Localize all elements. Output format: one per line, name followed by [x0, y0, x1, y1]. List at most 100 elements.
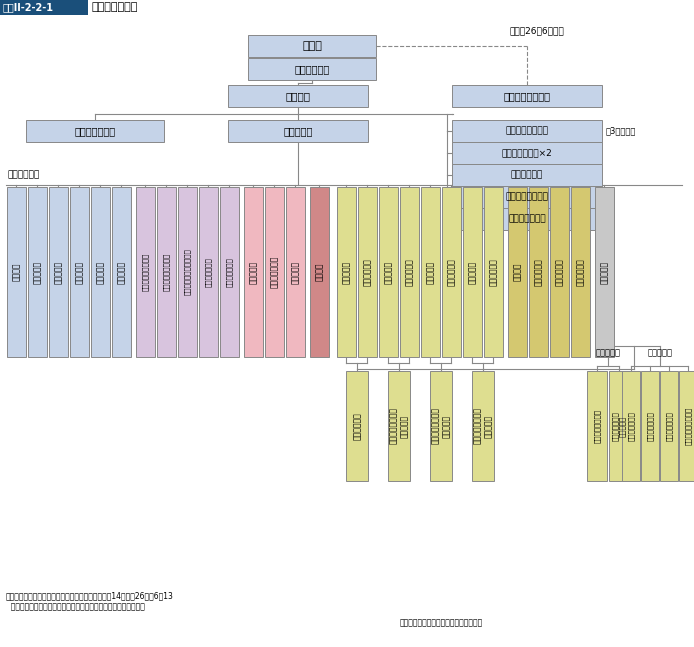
Text: 自衛隊地方協力本部: 自衛隊地方協力本部	[685, 407, 692, 445]
Bar	[442, 187, 461, 357]
Bar	[661, 371, 679, 481]
Text: 海上幕僚副長: 海上幕僚副長	[447, 258, 456, 286]
Bar	[421, 187, 440, 357]
Text: 人事教育局: 人事教育局	[75, 261, 84, 283]
Text: 図表II-2-2-1: 図表II-2-2-1	[3, 3, 54, 12]
Text: 防衛大学校: 防衛大学校	[249, 261, 258, 283]
Text: 内閣総理大臣: 内閣総理大臣	[294, 64, 330, 74]
Text: 防衛大臣政策参与: 防衛大臣政策参与	[505, 127, 548, 135]
Text: 自衛隊中央病院: 自衛隊中央病院	[648, 411, 654, 441]
Bar	[472, 371, 494, 481]
Text: 防衛大臣補佐官: 防衛大臣補佐官	[74, 126, 116, 136]
Text: 防衛会議: 防衛会議	[315, 263, 324, 281]
Bar	[623, 371, 641, 481]
Text: 防衛省の組織図: 防衛省の組織図	[92, 3, 138, 12]
Bar	[220, 187, 239, 357]
Text: 大臣官房: 大臣官房	[12, 263, 21, 281]
Bar	[337, 187, 356, 357]
Bar	[248, 58, 376, 80]
Text: 海上自衛隊の部隊
および機関: 海上自衛隊の部隊 および機関	[431, 408, 450, 444]
Text: 自衛隊情報保全隊: 自衛隊情報保全隊	[593, 409, 600, 443]
Text: 防衛医科大学校: 防衛医科大学校	[270, 256, 279, 288]
Text: 航空幕僚副長: 航空幕僚副長	[489, 258, 498, 286]
Text: （3人以内）: （3人以内）	[606, 127, 636, 135]
Text: 陸上幕僚副長: 陸上幕僚副長	[405, 258, 414, 286]
Bar	[452, 208, 602, 230]
Bar	[28, 187, 47, 357]
Bar	[49, 187, 68, 357]
Bar	[571, 187, 590, 357]
Bar	[70, 187, 89, 357]
Text: 防衛研究所: 防衛研究所	[291, 261, 300, 283]
Text: 海上幕僚長: 海上幕僚長	[426, 261, 435, 283]
Text: 運用企画局: 運用企画局	[54, 261, 63, 283]
Text: 航空幕僚長: 航空幕僚長	[468, 261, 477, 283]
Bar	[346, 371, 368, 481]
Text: 国家安全保障会議: 国家安全保障会議	[504, 91, 550, 101]
Text: 防衛調達審議会: 防衛調達審議会	[226, 257, 232, 287]
Bar	[358, 187, 377, 357]
Bar	[641, 371, 659, 481]
Bar	[484, 187, 503, 357]
Bar	[265, 187, 284, 357]
Text: 自衛隊地方病院: 自衛隊地方病院	[666, 411, 672, 441]
Bar	[91, 187, 110, 357]
Bar	[452, 85, 602, 107]
Text: 陸上幕僚長: 陸上幕僚長	[384, 261, 393, 283]
Bar	[595, 187, 614, 357]
Bar	[452, 186, 602, 208]
Text: （内部部局）: （内部部局）	[8, 170, 40, 179]
Bar	[310, 187, 329, 357]
Bar	[199, 187, 218, 357]
Text: 陸上自衛隊の部隊
および機関: 陸上自衛隊の部隊 および機関	[389, 408, 409, 444]
Bar	[157, 187, 176, 357]
Text: 共同の部隊: 共同の部隊	[595, 349, 620, 358]
Text: 経理装備局: 経理装備局	[96, 261, 105, 283]
Text: 統合幕僚副長: 統合幕僚副長	[363, 258, 372, 286]
Text: 自衛隊指揮通信
システム隊: 自衛隊指揮通信 システム隊	[612, 411, 626, 441]
Text: 防衛大臣秘書官: 防衛大臣秘書官	[508, 215, 545, 223]
Bar	[508, 187, 527, 357]
Text: （注）防衛審議官の設置の日は、法律の公布の日（14（平成26）年6月13
  日）から起算して十月を超えない範囲内において政令で定める日: （注）防衛審議官の設置の日は、法律の公布の日（14（平成26）年6月13 日）か…	[6, 591, 174, 611]
Text: 防衛政策局: 防衛政策局	[33, 261, 42, 283]
Bar	[452, 142, 602, 164]
Text: 統合幕僚学校: 統合幕僚学校	[353, 412, 362, 440]
Bar	[228, 120, 368, 142]
Bar	[244, 187, 263, 357]
Text: 地方防衛局: 地方防衛局	[600, 261, 609, 283]
Bar	[26, 120, 164, 142]
Text: 防衛大臣: 防衛大臣	[285, 91, 310, 101]
Text: 共同の機関: 共同の機関	[648, 349, 672, 358]
Bar	[679, 371, 694, 481]
Bar	[136, 187, 155, 357]
Bar	[529, 187, 548, 357]
Bar	[379, 187, 398, 357]
Text: （平成26年6月末）: （平成26年6月末）	[510, 27, 565, 36]
Text: 技術研究本部: 技術研究本部	[534, 258, 543, 286]
Bar	[112, 187, 131, 357]
Bar	[286, 187, 305, 357]
Text: 統合幕僚長: 統合幕僚長	[342, 261, 351, 283]
Text: 地方協力局: 地方協力局	[117, 261, 126, 283]
Bar	[7, 187, 26, 357]
Text: 情報本部: 情報本部	[513, 263, 522, 281]
Text: 防衛施設中央審議会: 防衛施設中央審議会	[163, 253, 170, 291]
Text: 独立行政法人評価委員会: 独立行政法人評価委員会	[184, 248, 191, 296]
Text: 内　閣: 内 閣	[302, 41, 322, 51]
Bar	[248, 35, 376, 57]
Bar	[463, 187, 482, 357]
Text: （臨時または特別で置くものを除く。）: （臨時または特別で置くものを除く。）	[400, 618, 483, 627]
Text: 自衛隊員総合審査会: 自衛隊員総合審査会	[142, 253, 149, 291]
Text: 防衛副大臣: 防衛副大臣	[283, 126, 313, 136]
Bar	[400, 187, 419, 357]
Bar	[609, 371, 629, 481]
Text: 防衛事務次官: 防衛事務次官	[511, 171, 543, 179]
Bar	[178, 187, 197, 357]
Text: 防衛監察本部: 防衛監察本部	[576, 258, 585, 286]
Text: 航空自衛隊の部隊
および機関: 航空自衛隊の部隊 および機関	[473, 408, 493, 444]
Text: 防衛大臣政務官×2: 防衛大臣政務官×2	[502, 149, 552, 157]
Bar	[0, 0, 88, 15]
Bar	[388, 371, 410, 481]
Bar	[430, 371, 452, 481]
Text: 防衛人事審議会: 防衛人事審議会	[205, 257, 212, 287]
